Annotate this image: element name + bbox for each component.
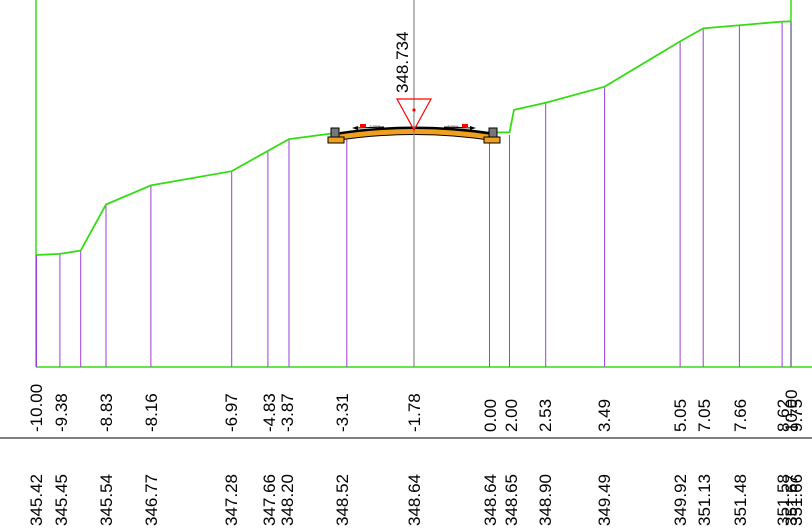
right-footing: [483, 136, 501, 144]
elevation-label: 345.45: [52, 474, 71, 526]
offset-label: 8.62: [774, 399, 793, 432]
offset-label: -4.83: [260, 393, 279, 432]
left-lane-marker: [360, 124, 366, 127]
elevation-label: 346.77: [142, 474, 161, 526]
elevation-label: 347.66: [260, 474, 279, 526]
offset-label: 10.00: [782, 389, 801, 432]
offset-label: 3.49: [595, 399, 614, 432]
offset-label: -3.31: [333, 393, 352, 432]
left-curb: [330, 127, 340, 138]
offset-label: -8.83: [97, 393, 116, 432]
center-elevation-label: 348.734: [393, 32, 412, 93]
elevation-label: 345.42: [27, 474, 46, 526]
offset-label: -6.97: [222, 393, 241, 432]
elevation-label: 349.49: [595, 474, 614, 526]
left-slope-label: -2.00%: [368, 124, 381, 129]
offset-label: -3.87: [278, 393, 297, 432]
elevation-label: 345.54: [97, 474, 116, 526]
right-slope-label: -2.00%: [446, 124, 459, 129]
elevation-label: 348.65: [502, 474, 521, 526]
right-slope-arrow-icon: [470, 126, 476, 130]
elevation-label: 351.58: [774, 474, 793, 526]
offset-label: 2.00: [502, 399, 521, 432]
elevation-label: 347.28: [222, 474, 241, 526]
offset-labels: -10.00 -9.38 -8.83 -8.16 -6.97 -4.83 -3.87 -3.3…: [27, 384, 806, 432]
elevation-label: 348.52: [333, 474, 352, 526]
offset-label: 7.05: [695, 399, 714, 432]
offset-label: -1.78: [405, 393, 424, 432]
elevation-marker-dot: [412, 108, 416, 112]
right-slope-arrow-line: [443, 126, 473, 129]
elevation-label: 348.64: [481, 474, 500, 526]
right-lane-marker: [462, 124, 468, 127]
elevation-label: 351.67: [782, 474, 801, 526]
elevation-label: 351.66: [787, 474, 806, 526]
left-slope-arrow-line: [355, 126, 385, 129]
offset-label: 2.53: [536, 399, 555, 432]
elevation-label: 351.13: [695, 474, 714, 526]
elevation-label: 348.90: [536, 474, 555, 526]
elevation-marker-icon: [395, 98, 433, 132]
offset-label: 9.75: [787, 399, 806, 432]
elevation-label: 348.20: [278, 474, 297, 526]
offset-label: 5.05: [671, 399, 690, 432]
road-section: -2.00% -2.00%: [327, 124, 501, 144]
elevation-labels: 345.42 345.45 345.54 346.77 347.28 347.66 348.…: [27, 474, 806, 526]
offset-label: -9.38: [52, 393, 71, 432]
offset-label: -10.00: [27, 384, 46, 432]
offset-label: 0.00: [481, 399, 500, 432]
offset-label: 7.66: [731, 399, 750, 432]
offset-label: -8.16: [142, 393, 161, 432]
elevation-label: 349.92: [671, 474, 690, 526]
elevation-label: 348.64: [405, 474, 424, 526]
elevation-label: 351.48: [731, 474, 750, 526]
left-slope-arrow-icon: [352, 126, 358, 130]
right-curb: [488, 127, 498, 138]
left-footing: [327, 136, 345, 144]
